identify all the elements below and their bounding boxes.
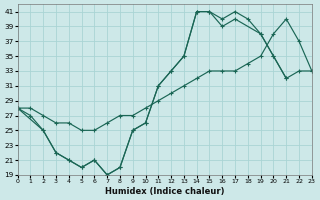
X-axis label: Humidex (Indice chaleur): Humidex (Indice chaleur) — [105, 187, 224, 196]
